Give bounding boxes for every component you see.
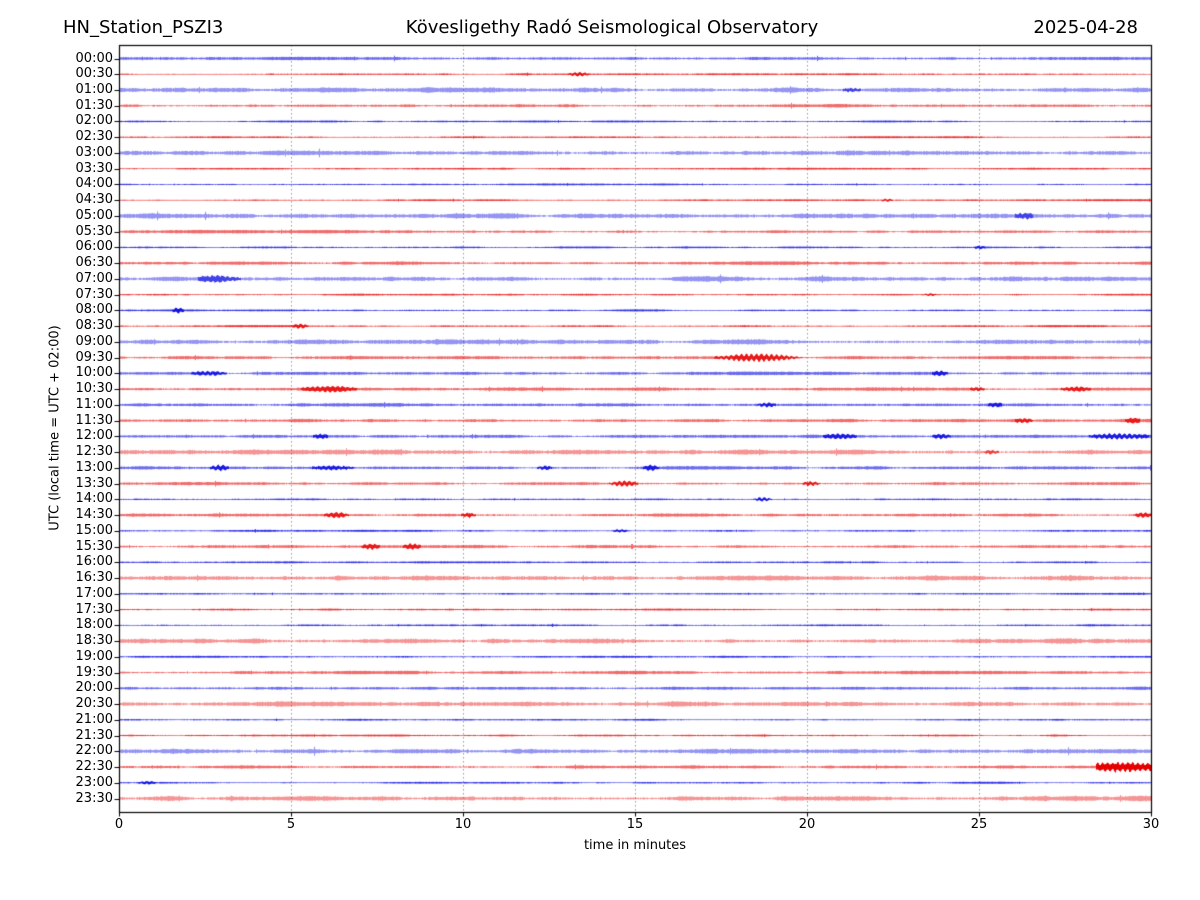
trace-time-label: 11:30: [75, 412, 113, 428]
trace-time-label: 01:30: [75, 97, 113, 113]
x-axis-title: time in minutes: [583, 838, 687, 853]
trace-time-label: 23:30: [75, 790, 113, 806]
trace-time-label: 02:30: [75, 129, 113, 145]
trace-time-label: 17:30: [75, 601, 113, 617]
x-tick-label: 25: [970, 817, 988, 832]
trace-time-label: 14:00: [75, 491, 113, 507]
trace-time-label: 03:30: [75, 160, 113, 176]
trace-time-label: 21:30: [75, 727, 113, 743]
trace-time-label: 06:00: [75, 239, 113, 255]
trace-time-label: 09:30: [75, 349, 113, 365]
trace-time-label: 10:00: [75, 365, 113, 381]
trace-time-label: 21:00: [75, 711, 113, 727]
observatory-title: Kövesligethy Radó Seismological Observat…: [405, 17, 819, 38]
trace-time-label: 18:00: [75, 617, 113, 633]
trace-time-label: 03:00: [75, 144, 113, 160]
trace-time-label: 11:00: [75, 396, 113, 412]
trace-time-label: 15:00: [75, 522, 113, 538]
trace-time-label: 14:30: [75, 507, 113, 523]
trace-time-label: 20:30: [75, 696, 113, 712]
x-tick-label: 5: [286, 817, 296, 832]
trace-time-label: 12:00: [75, 428, 113, 444]
trace-time-label: 12:30: [75, 444, 113, 460]
x-tick-label: 10: [454, 817, 472, 832]
trace-time-label: 04:30: [75, 192, 113, 208]
trace-time-label: 19:30: [75, 664, 113, 680]
trace-time-label: 16:00: [75, 554, 113, 570]
trace-time-label: 08:00: [75, 302, 113, 318]
trace-time-label: 00:30: [75, 66, 113, 82]
x-tick-label: 30: [1142, 817, 1160, 832]
trace-time-label: 23:00: [75, 774, 113, 790]
date-title: 2025-04-28: [1033, 17, 1138, 38]
trace-time-label: 13:00: [75, 459, 113, 475]
trace-time-label: 07:30: [75, 286, 113, 302]
trace-time-label: 19:00: [75, 648, 113, 664]
trace-time-label: 20:00: [75, 680, 113, 696]
trace-time-label: 00:00: [75, 50, 113, 66]
trace-time-label: 22:00: [75, 743, 113, 759]
trace-time-label: 01:00: [75, 81, 113, 97]
x-tick-label: 15: [626, 817, 644, 832]
trace-time-label: 05:00: [75, 207, 113, 223]
trace-time-label: 07:00: [75, 270, 113, 286]
trace-time-label: 05:30: [75, 223, 113, 239]
trace-time-label: 10:30: [75, 381, 113, 397]
trace-time-label: 02:00: [75, 113, 113, 129]
x-tick-label: 20: [798, 817, 816, 832]
trace-time-label: 17:00: [75, 585, 113, 601]
station-title: HN_Station_PSZI3: [63, 17, 224, 38]
trace-time-label: 04:00: [75, 176, 113, 192]
trace-time-label: 08:30: [75, 318, 113, 334]
x-tick-label: 0: [114, 817, 124, 832]
trace-time-label: 06:30: [75, 255, 113, 271]
trace-time-label: 09:00: [75, 333, 113, 349]
trace-time-label: 18:30: [75, 633, 113, 649]
trace-time-label: 13:30: [75, 475, 113, 491]
trace-time-label: 15:30: [75, 538, 113, 554]
trace-time-label: 16:30: [75, 570, 113, 586]
y-axis-title: UTC (local time = UTC + 02:00): [47, 325, 63, 531]
trace-time-label: 22:30: [75, 759, 113, 774]
